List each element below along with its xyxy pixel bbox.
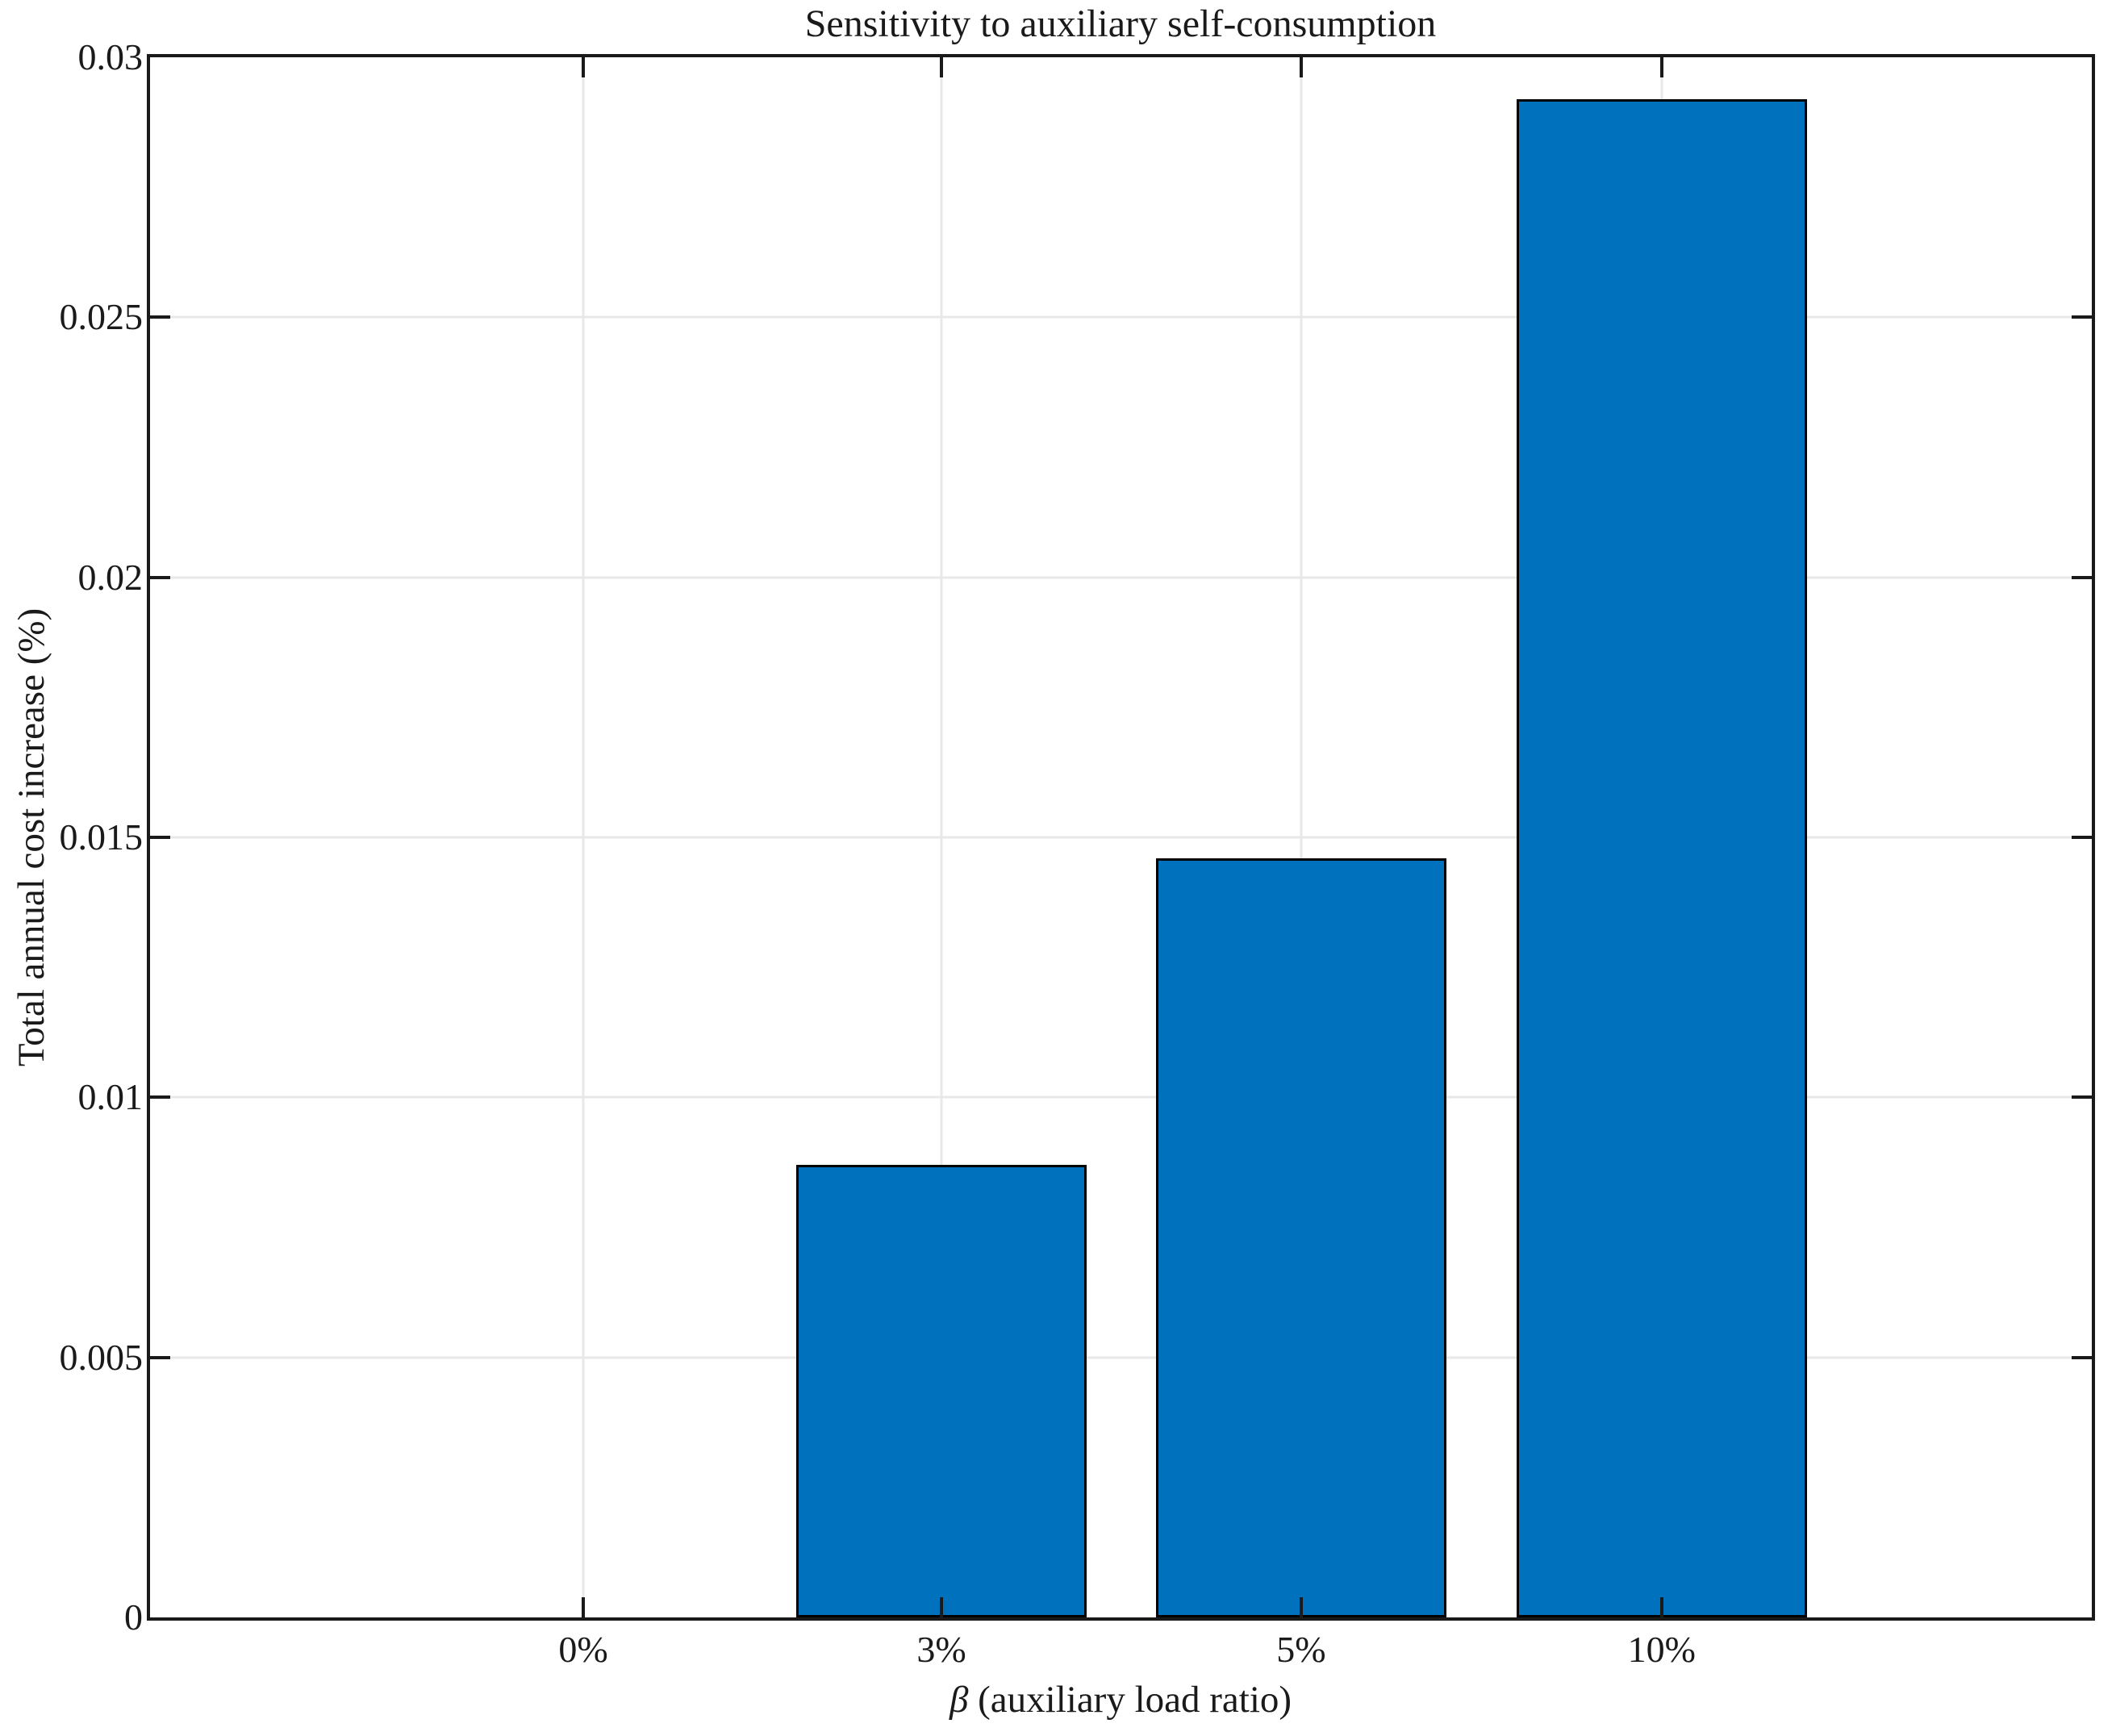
y-tick-right <box>2072 1355 2092 1359</box>
y-tick-left <box>150 315 170 319</box>
x-tick-label: 3% <box>916 1629 966 1670</box>
x-tick-bottom <box>1659 1597 1663 1617</box>
y-tick-right <box>2072 836 2092 839</box>
h-gridline <box>150 1095 2092 1099</box>
v-gridline <box>582 57 585 1617</box>
bar-3% <box>796 1165 1087 1617</box>
chart-title: Sensitivity to auxiliary self-consumptio… <box>804 2 1437 45</box>
x-tick-top <box>1659 57 1663 77</box>
x-tick-bottom <box>582 1597 585 1617</box>
y-tick-label: 0.03 <box>77 36 144 77</box>
x-tick-label: 0% <box>558 1629 608 1670</box>
v-gridline <box>940 57 943 1617</box>
x-axis-label: β (auxiliary load ratio) <box>949 1679 1292 1721</box>
x-tick-label: 5% <box>1276 1629 1326 1670</box>
x-tick-top <box>582 57 585 77</box>
h-gridline <box>150 576 2092 579</box>
x-tick-top <box>1299 57 1303 77</box>
y-tick-label: 0.025 <box>59 296 144 338</box>
y-tick-left <box>150 575 170 579</box>
h-gridline <box>150 836 2092 839</box>
y-tick-label: 0.015 <box>59 816 144 858</box>
v-gridline <box>1300 57 1303 1617</box>
x-tick-bottom <box>940 1597 944 1617</box>
bars-layer <box>150 57 2092 1617</box>
y-tick-right <box>2072 315 2092 319</box>
x-tick-top <box>940 57 944 77</box>
ticks-layer <box>150 57 2092 1617</box>
x-tick-bottom <box>1299 1597 1303 1617</box>
y-tick-label: 0.01 <box>77 1076 144 1118</box>
y-tick-left <box>150 1355 170 1359</box>
bar-10% <box>1516 98 1807 1617</box>
x-axis-label-beta-symbol: β <box>949 1679 969 1721</box>
x-axis-label-text: (auxiliary load ratio) <box>968 1679 1292 1721</box>
plot-area <box>147 54 2095 1621</box>
y-tick-right <box>2072 1095 2092 1100</box>
y-tick-label: 0.02 <box>77 556 144 598</box>
h-gridline <box>150 315 2092 319</box>
y-tick-right <box>2072 575 2092 579</box>
y-tick-label: 0 <box>124 1596 143 1638</box>
y-tick-left <box>150 1095 170 1100</box>
h-gridline <box>150 1356 2092 1359</box>
y-tick-label: 0.005 <box>59 1336 144 1378</box>
x-tick-label: 10% <box>1627 1629 1697 1670</box>
y-tick-left <box>150 836 170 839</box>
